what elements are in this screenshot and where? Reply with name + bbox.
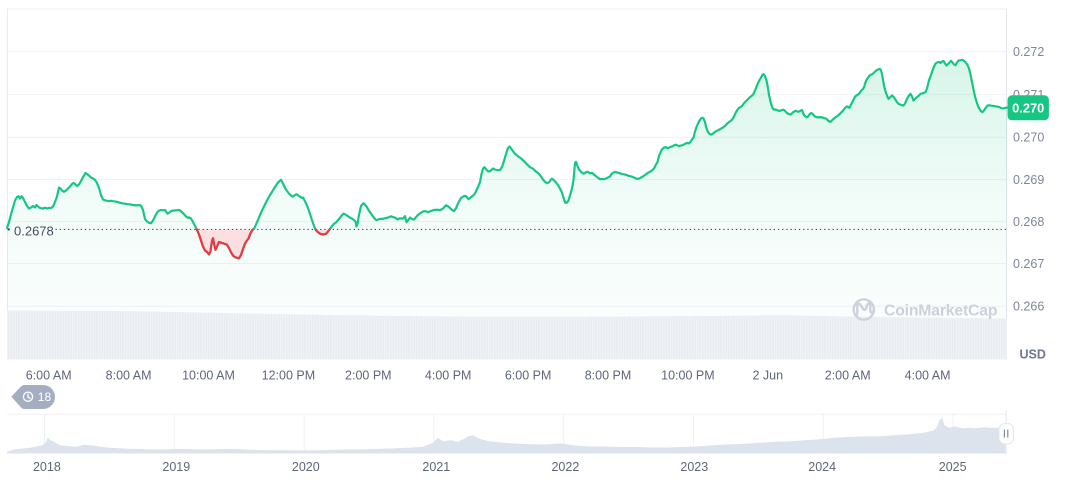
svg-text:0.2678: 0.2678	[14, 224, 54, 239]
svg-text:10:00 AM: 10:00 AM	[182, 368, 235, 382]
svg-text:8:00 PM: 8:00 PM	[585, 368, 632, 382]
svg-text:18: 18	[38, 390, 52, 404]
svg-text:2021: 2021	[422, 460, 450, 474]
svg-text:0.270: 0.270	[1012, 101, 1044, 116]
svg-text:2024: 2024	[808, 460, 836, 474]
svg-text:6:00 PM: 6:00 PM	[505, 368, 552, 382]
svg-text:10:00 PM: 10:00 PM	[661, 368, 715, 382]
svg-text:0.267: 0.267	[1013, 257, 1044, 271]
svg-text:6:00 AM: 6:00 AM	[26, 368, 72, 382]
svg-text:0.268: 0.268	[1013, 215, 1044, 229]
svg-text:2025: 2025	[939, 460, 967, 474]
svg-text:0.266: 0.266	[1013, 300, 1044, 314]
svg-text:4:00 AM: 4:00 AM	[905, 368, 951, 382]
svg-text:0.272: 0.272	[1013, 45, 1044, 59]
svg-text:2022: 2022	[551, 460, 579, 474]
svg-text:2:00 PM: 2:00 PM	[345, 368, 392, 382]
svg-text:2018: 2018	[33, 460, 61, 474]
svg-text:0.270: 0.270	[1013, 131, 1044, 145]
svg-text:8:00 AM: 8:00 AM	[106, 368, 152, 382]
svg-text:4:00 PM: 4:00 PM	[425, 368, 472, 382]
svg-text:2019: 2019	[162, 460, 190, 474]
svg-text:2023: 2023	[680, 460, 708, 474]
svg-text:USD: USD	[1020, 348, 1046, 362]
svg-text:0.269: 0.269	[1013, 173, 1044, 187]
svg-text:2 Jun: 2 Jun	[753, 368, 784, 382]
svg-text:12:00 PM: 12:00 PM	[262, 368, 316, 382]
svg-text:2020: 2020	[292, 460, 320, 474]
svg-text:CoinMarketCap: CoinMarketCap	[884, 302, 997, 319]
svg-text:2:00 AM: 2:00 AM	[825, 368, 871, 382]
